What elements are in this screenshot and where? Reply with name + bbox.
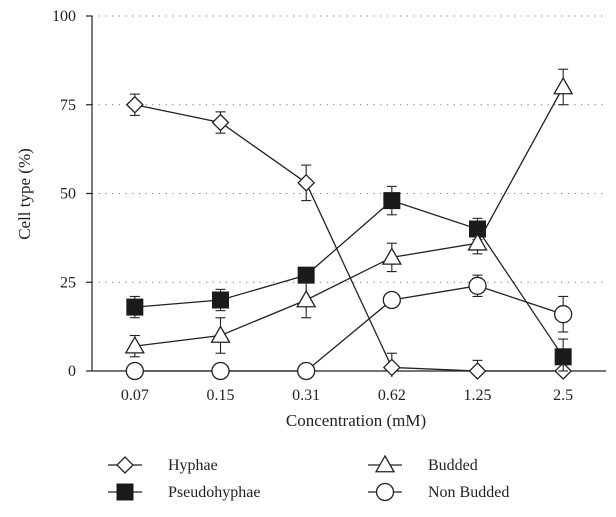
point-non-budded xyxy=(554,305,573,324)
y-tick-label: 100 xyxy=(52,8,76,25)
series-non-budded xyxy=(125,274,573,381)
point-budded xyxy=(553,76,574,95)
legend-item-budded: Budded xyxy=(368,454,478,474)
series-line-hyphae xyxy=(134,104,564,372)
point-hyphae xyxy=(382,358,401,377)
legend-marker-hyphae xyxy=(116,456,134,474)
legend-item-pseudohyphae: Pseudohyphae xyxy=(108,483,260,501)
point-non-budded xyxy=(211,361,230,381)
point-non-budded xyxy=(125,361,144,381)
legend-label: Pseudohyphae xyxy=(168,484,260,501)
legend-item-hyphae: Hyphae xyxy=(108,456,218,474)
series-pseudohyphae xyxy=(126,185,572,372)
legend-item-non-budded: Non Budded xyxy=(368,482,509,502)
legend: Hyphae Pseudohyphae Budded Non Budded xyxy=(108,454,509,502)
series-line-budded xyxy=(134,86,564,347)
x-tick-label: 0.31 xyxy=(292,387,320,404)
series-layer xyxy=(124,68,574,381)
legend-label: Non Budded xyxy=(428,484,509,501)
series-line-pseudohyphae xyxy=(134,199,564,358)
point-non-budded xyxy=(382,290,401,310)
point-pseudohyphae xyxy=(126,298,144,316)
y-tick-label: 25 xyxy=(60,274,76,291)
point-non-budded xyxy=(468,276,487,295)
x-tick-label: 1.25 xyxy=(464,387,492,404)
x-tick-label: 0.62 xyxy=(378,387,406,404)
point-pseudohyphae xyxy=(297,266,315,284)
axes xyxy=(91,16,606,372)
y-tick-label: 75 xyxy=(60,97,76,114)
point-budded xyxy=(381,247,402,265)
point-hyphae xyxy=(297,173,316,192)
legend-marker-budded xyxy=(374,454,396,473)
point-pseudohyphae xyxy=(554,348,572,366)
y-tick-label: 0 xyxy=(68,363,76,380)
y-ticks: 0 25 50 75 100 xyxy=(52,8,92,380)
point-non-budded xyxy=(297,361,316,381)
point-pseudohyphae xyxy=(212,291,229,309)
x-tick-label: 0.15 xyxy=(207,387,235,404)
point-budded xyxy=(124,335,145,354)
point-hyphae xyxy=(468,362,487,380)
series-budded xyxy=(124,68,574,358)
point-budded xyxy=(210,325,231,343)
point-pseudohyphae xyxy=(383,192,401,210)
series-line-non-budded xyxy=(134,285,564,372)
legend-marker-non-budded xyxy=(375,482,395,502)
x-tick-label: 2.5 xyxy=(553,387,573,404)
point-budded xyxy=(467,232,488,251)
legend-marker-pseudohyphae xyxy=(116,483,134,501)
x-tick-label: 0.07 xyxy=(121,387,149,404)
point-hyphae xyxy=(211,113,230,132)
point-budded xyxy=(296,289,317,308)
x-axis-title: Concentration (mM) xyxy=(286,411,426,430)
legend-label: Budded xyxy=(428,457,478,474)
x-ticks: 0.07 0.15 0.31 0.62 1.25 2.5 xyxy=(121,371,573,404)
y-axis-title: Cell type (%) xyxy=(15,148,34,240)
y-tick-label: 50 xyxy=(60,186,76,203)
point-hyphae xyxy=(125,95,144,114)
legend-label: Hyphae xyxy=(168,457,218,474)
